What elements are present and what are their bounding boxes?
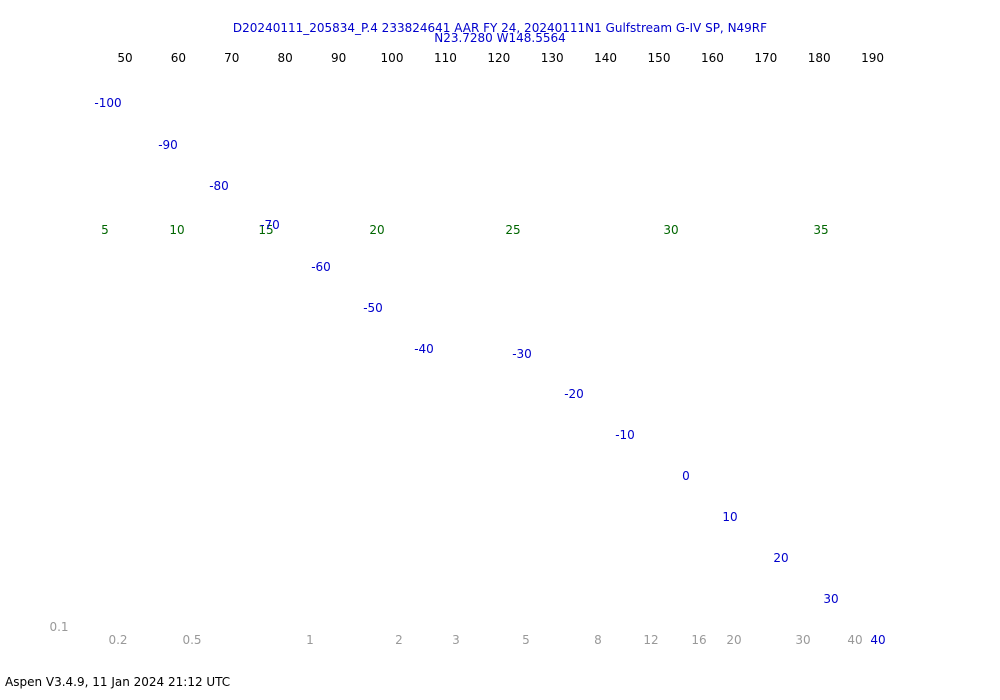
mixing-ratio-label: 40 [847,633,862,647]
moist-adiabat-top-label: 5 [101,223,109,237]
moist-adiabat-top-label: 20 [369,223,384,237]
top-scale-label: 150 [648,51,671,65]
isotherm-label: 20 [773,551,788,565]
top-scale-label: 110 [434,51,457,65]
moist-adiabat-top-label: 25 [505,223,520,237]
top-scale-label: 130 [541,51,564,65]
mixing-ratio-label: 3 [452,633,460,647]
mixing-ratio-label: 12 [643,633,658,647]
mixing-ratio-label: 20 [726,633,741,647]
isotherm-label: -20 [564,387,584,401]
isotherm-label: -80 [209,179,229,193]
isotherm-label: -10 [615,428,635,442]
chart-title-line-1: D20240111_205834_P.4 233824641 AAR FY 24… [232,21,768,35]
moist-adiabat-top-label: 15 [258,223,273,237]
mixing-ratio-label: 1 [306,633,314,647]
top-scale-label: 140 [594,51,617,65]
isotherm-label: -70 [260,218,280,232]
top-scale-label: 100 [381,51,404,65]
mixing-ratio-label: 0.5 [182,633,201,647]
mixing-ratio-label: 16 [691,633,706,647]
isotherm-label: 30 [823,592,838,606]
software-footer: Aspen V3.4.9, 11 Jan 2024 21:12 UTC [5,675,231,689]
moist-adiabat-top-label: 35 [813,223,828,237]
top-scale-label: 50 [117,51,132,65]
top-scale-label: 60 [171,51,186,65]
isotherm-label: 10 [722,510,737,524]
isotherm-label: -90 [158,138,178,152]
top-scale-label: 80 [278,51,293,65]
moist-adiabat-top-label: 30 [663,223,678,237]
isotherm-label: -40 [414,342,434,356]
isotherm-label: -60 [311,260,331,274]
top-scale-label: 70 [224,51,239,65]
isotherm-label: 40 [870,633,885,647]
chart-title-line-2: N23.7280 W148.5564 [434,31,566,45]
top-scale-label: 190 [861,51,884,65]
isotherm-label: 0 [682,469,690,483]
top-scale-label: 120 [487,51,510,65]
isotherm-label: -30 [512,347,532,361]
mixing-ratio-label: 0.2 [108,633,127,647]
top-scale-label: 90 [331,51,346,65]
top-scale-label: 160 [701,51,724,65]
top-scale-label: 170 [754,51,777,65]
mixing-ratio-label: 0.1 [49,620,68,634]
mixing-ratio-label: 5 [522,633,530,647]
mixing-ratio-label: 8 [594,633,602,647]
mixing-ratio-label: 30 [795,633,810,647]
top-scale-label: 180 [808,51,831,65]
mixing-ratio-label: 2 [395,633,403,647]
moist-adiabat-top-label: 10 [169,223,184,237]
diagram-labels: 100-110200300400500600700800900100050607… [49,51,885,647]
isotherm-label: -100 [94,96,121,110]
isotherm-label: -50 [363,301,383,315]
